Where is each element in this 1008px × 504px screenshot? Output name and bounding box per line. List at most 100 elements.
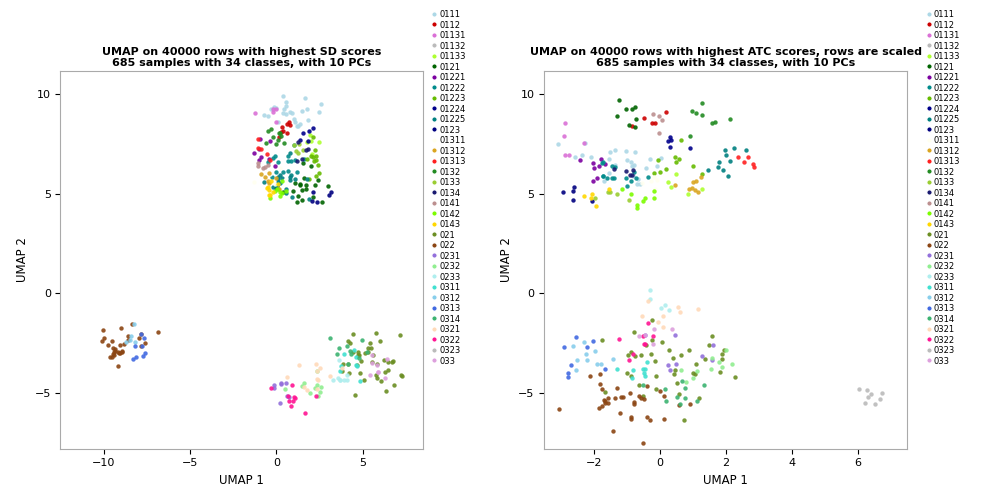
Point [251,145,267,153]
Point [110,348,126,356]
Point [255,164,271,172]
Point [260,177,276,185]
Point [334,362,350,370]
Point [288,147,304,155]
Point [626,168,642,176]
Point [618,105,634,113]
Point [681,400,698,408]
Point [295,129,311,137]
Point [270,158,286,166]
Point [289,192,305,200]
Point [660,137,676,145]
Point [601,184,617,193]
Point [736,158,752,166]
Point [629,180,645,188]
Point [624,122,640,130]
Point [116,340,132,348]
Point [628,115,644,123]
Point [305,157,322,165]
Point [246,178,262,186]
Point [370,368,386,376]
Point [352,368,368,376]
Point [270,180,286,188]
Point [635,197,651,205]
Point [582,372,598,380]
Point [380,366,396,374]
Point [637,340,653,348]
Point [302,162,319,170]
Point [102,353,118,361]
Point [618,174,634,182]
Point [278,379,294,387]
Point [348,353,364,361]
Point [250,159,266,167]
Point [678,378,695,386]
Point [294,186,310,195]
Point [599,173,615,181]
Point [666,181,682,190]
Point [641,416,657,424]
Point [704,332,720,340]
Point [336,350,352,358]
Point [261,186,277,194]
Point [285,141,301,149]
Point [368,329,384,337]
Point [267,152,283,160]
Point [332,356,348,364]
Point [270,117,286,125]
Point [372,337,388,345]
Point [695,352,711,360]
Point [298,138,314,146]
Point [270,136,286,144]
Point [273,122,289,131]
Point [287,179,303,187]
Point [277,175,293,183]
Y-axis label: UMAP 2: UMAP 2 [16,237,29,282]
Point [352,376,368,385]
Point [696,381,712,389]
Point [620,351,636,359]
Point [680,346,697,354]
Point [632,351,648,359]
Point [568,333,584,341]
Point [133,330,149,338]
Point [262,191,278,199]
Point [663,325,679,333]
Point [636,114,652,122]
Point [671,401,687,409]
Point [576,338,592,346]
Point [666,370,682,379]
Point [666,366,682,374]
Point [639,382,655,390]
Point [127,342,143,350]
Point [672,351,688,359]
Point [253,170,269,178]
Point [657,301,673,309]
Point [602,148,618,156]
Point [625,350,641,358]
Point [686,369,703,377]
Point [340,338,356,346]
Point [309,381,326,389]
Point [690,394,707,402]
Point [258,139,274,147]
Point [296,379,312,387]
Point [259,183,275,192]
Point [96,334,112,342]
Point [250,162,266,170]
X-axis label: UMAP 1: UMAP 1 [220,474,264,487]
Point [689,305,706,313]
Y-axis label: UMAP 2: UMAP 2 [500,237,513,282]
Point [604,161,620,169]
Point [283,381,299,389]
Point [595,172,611,180]
Point [637,194,653,202]
Point [307,172,324,180]
Point [711,358,727,366]
Point [607,394,623,402]
Point [257,173,273,181]
Point [360,344,376,352]
Point [598,397,614,405]
Point [271,134,287,142]
Point [268,168,284,176]
